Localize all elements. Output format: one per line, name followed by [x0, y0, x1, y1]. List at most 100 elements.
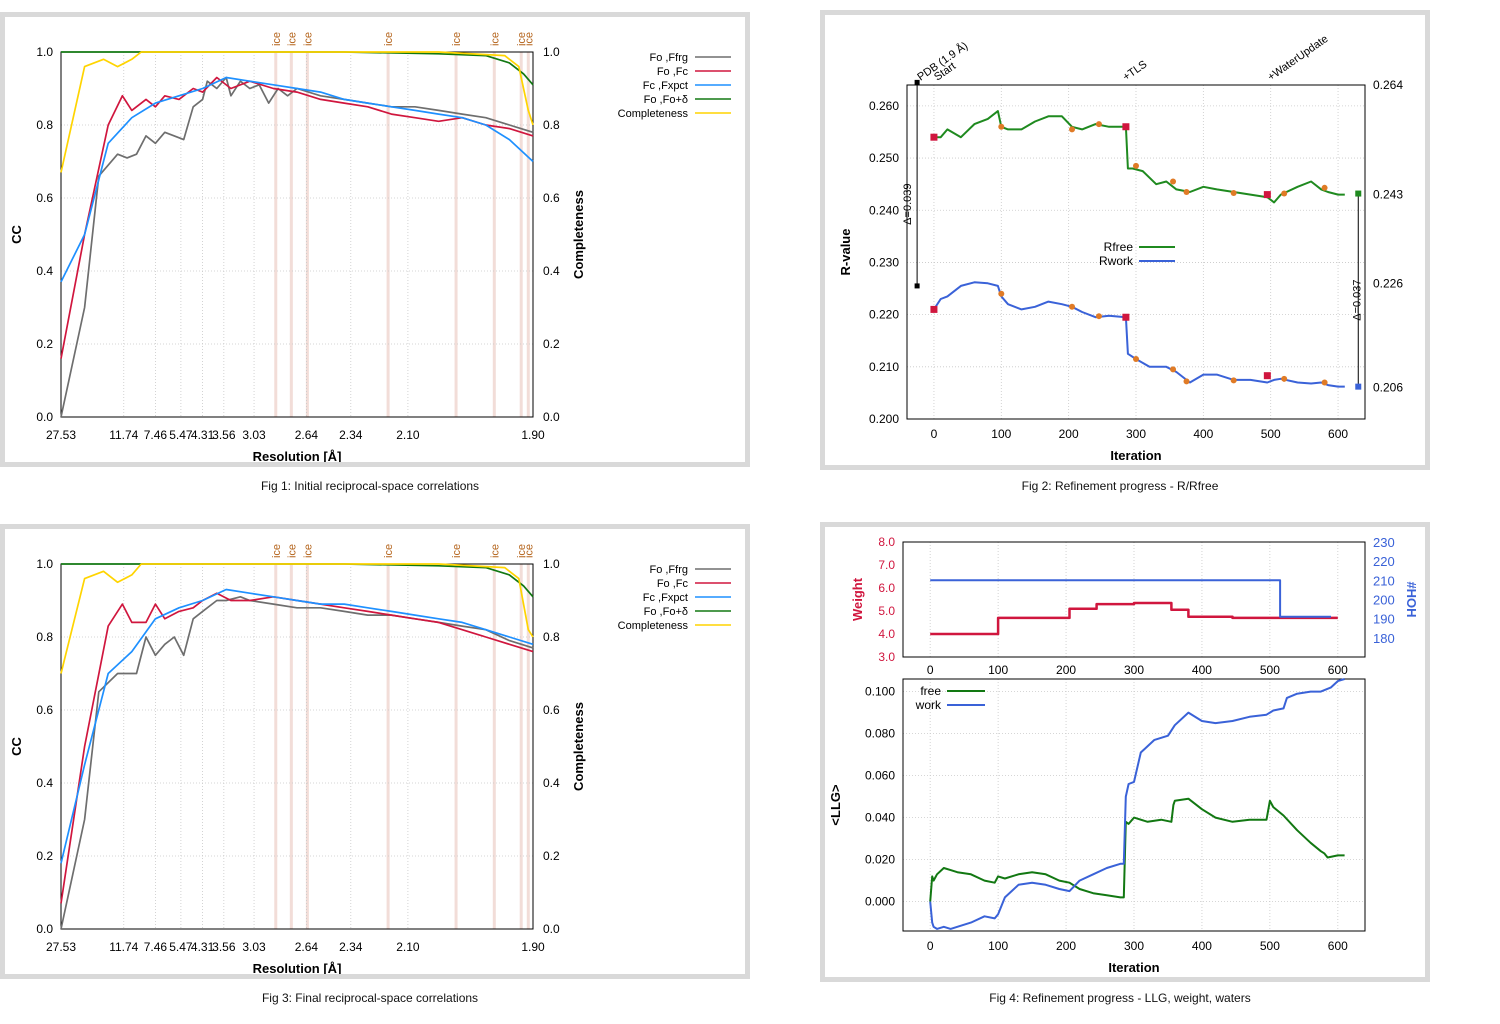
- plot-frame: [60, 51, 534, 418]
- series-line: [61, 563, 534, 598]
- series-line: [930, 579, 1331, 618]
- y-tick-label: 0.240: [869, 203, 899, 217]
- x-tick-label: 2.10: [396, 940, 420, 954]
- y-tick-label: 1.0: [36, 45, 53, 59]
- stage-marker: [1263, 372, 1271, 380]
- llg-tick-label: 0.040: [865, 811, 895, 825]
- x-tick-label: 4.31: [191, 428, 215, 442]
- ice-ring-label: ice: [383, 32, 395, 46]
- series-line: [60, 51, 534, 173]
- series-line: [60, 595, 534, 930]
- stage-marker: [1122, 313, 1130, 321]
- ice-ring-band: [492, 564, 496, 929]
- y2-tick-label: 0.8: [543, 118, 560, 132]
- bottom-plot-frame: [902, 678, 1366, 932]
- llg-tick-label: 0.100: [865, 685, 895, 699]
- iteration-marker: [1170, 366, 1177, 373]
- y2-tick-label: 0.6: [543, 191, 560, 205]
- x-tick-label: 11.74: [109, 428, 138, 442]
- weight-tick-label: 4.0: [878, 627, 895, 641]
- ice-ring-band: [289, 52, 293, 417]
- x-tick-label: 500: [1261, 427, 1281, 441]
- x-tick-label: 100: [988, 663, 1008, 677]
- hoh-tick-label: 190: [1373, 612, 1395, 627]
- x-tick-label: 600: [1328, 939, 1348, 953]
- fig4-chart: 3.0 4.0 5.0 6.0 7.0 8.0 180 190 200 210 220 230 0 100…: [828, 535, 1419, 975]
- y2-tick-label: 0.4: [543, 264, 560, 278]
- x-tick-label: 2.34: [339, 940, 363, 954]
- x-tick-label: 3.03: [242, 428, 266, 442]
- y2-tick-label: 0.0: [543, 410, 560, 424]
- x-tick-label: 2.10: [396, 428, 420, 442]
- y2-tick-label: 0.264: [1373, 78, 1403, 92]
- series-line: [60, 76, 534, 359]
- fig2-caption: Fig 2: Refinement progress - R/Rfree: [1021, 479, 1219, 493]
- y-axis-label: R-value: [838, 229, 853, 276]
- y-tick-label: 0.4: [36, 264, 53, 278]
- y2-tick-label: 1.0: [543, 557, 560, 571]
- series-line: [929, 797, 1345, 902]
- plot-frame: [906, 84, 1366, 420]
- y-axis-label: CC: [9, 225, 24, 244]
- x-tick-label: 3.56: [212, 940, 236, 954]
- x-tick-label: 7.46: [144, 428, 168, 442]
- ice-ring-band: [305, 52, 309, 417]
- x-tick-label: 400: [1192, 939, 1212, 953]
- plot-frame: [60, 563, 534, 930]
- ice-ring-band: [492, 52, 496, 417]
- llg-tick-label: 0.000: [865, 895, 895, 909]
- legend-label: Rfree: [1104, 240, 1134, 254]
- fig2-chart: 0.200 0.210 0.220 0.230 0.240 0.250 0.260 0 100 2…: [838, 33, 1403, 463]
- ice-ring-label: ice: [302, 32, 314, 46]
- y-axis-label: CC: [9, 737, 24, 756]
- y-tick-label: 0.250: [869, 151, 899, 165]
- stage-annotation: +TLS: [1121, 58, 1150, 83]
- y-tick-label: 0.0: [36, 922, 53, 936]
- ice-ring-band: [274, 564, 278, 929]
- ice-ring-label: ice: [516, 544, 528, 558]
- x-tick-label: 27.53: [46, 428, 76, 442]
- legend-label: Fo ,Ffrg: [649, 52, 688, 64]
- weight-tick-label: 6.0: [878, 581, 895, 595]
- ice-ring-label: ice: [286, 544, 298, 558]
- weight-tick-label: 7.0: [878, 558, 895, 572]
- y2-tick-label: 0.2: [543, 337, 560, 351]
- fig1-caption: Fig 1: Initial reciprocal-space correlat…: [260, 479, 480, 493]
- iteration-marker: [1230, 377, 1237, 384]
- y2-axis-label: Completeness: [571, 702, 586, 791]
- y-tick-label: 0.2: [36, 337, 53, 351]
- iteration-marker: [1281, 190, 1288, 197]
- x-tick-label: 0: [931, 427, 938, 441]
- x-tick-label: 2.64: [295, 428, 319, 442]
- ice-ring-label: ice: [302, 544, 314, 558]
- hoh-axis-label: #HOH: [1404, 581, 1419, 617]
- iteration-marker: [1069, 303, 1076, 310]
- x-tick-label: 1.90: [521, 428, 545, 442]
- ice-ring-band: [386, 564, 390, 929]
- llg-tick-label: 0.080: [865, 727, 895, 741]
- iteration-marker: [1281, 375, 1288, 382]
- ice-ring-band: [519, 52, 523, 417]
- y-tick-label: 0.2: [36, 849, 53, 863]
- x-tick-label: 500: [1260, 663, 1280, 677]
- y-tick-label: 0.0: [36, 410, 53, 424]
- legend-label: free: [920, 684, 941, 698]
- x-tick-label: 5.47: [169, 940, 193, 954]
- ice-ring-label: ice: [489, 32, 501, 46]
- hoh-tick-label: 200: [1373, 593, 1395, 608]
- series-line: [930, 601, 1338, 636]
- hoh-tick-label: 210: [1373, 573, 1395, 588]
- series-line: [61, 51, 534, 86]
- legend-label: work: [915, 698, 942, 712]
- y-tick-label: 0.200: [869, 412, 899, 426]
- stage-marker: [1122, 123, 1130, 131]
- iteration-marker: [1133, 355, 1139, 362]
- y-tick-label: 0.230: [869, 255, 899, 269]
- y-tick-label: 0.8: [36, 118, 53, 132]
- iteration-marker: [1230, 190, 1237, 197]
- y-tick-label: 1.0: [36, 557, 53, 571]
- weight-tick-label: 3.0: [878, 650, 895, 664]
- iteration-marker: [1069, 126, 1076, 133]
- x-tick-label: 5.47: [169, 428, 193, 442]
